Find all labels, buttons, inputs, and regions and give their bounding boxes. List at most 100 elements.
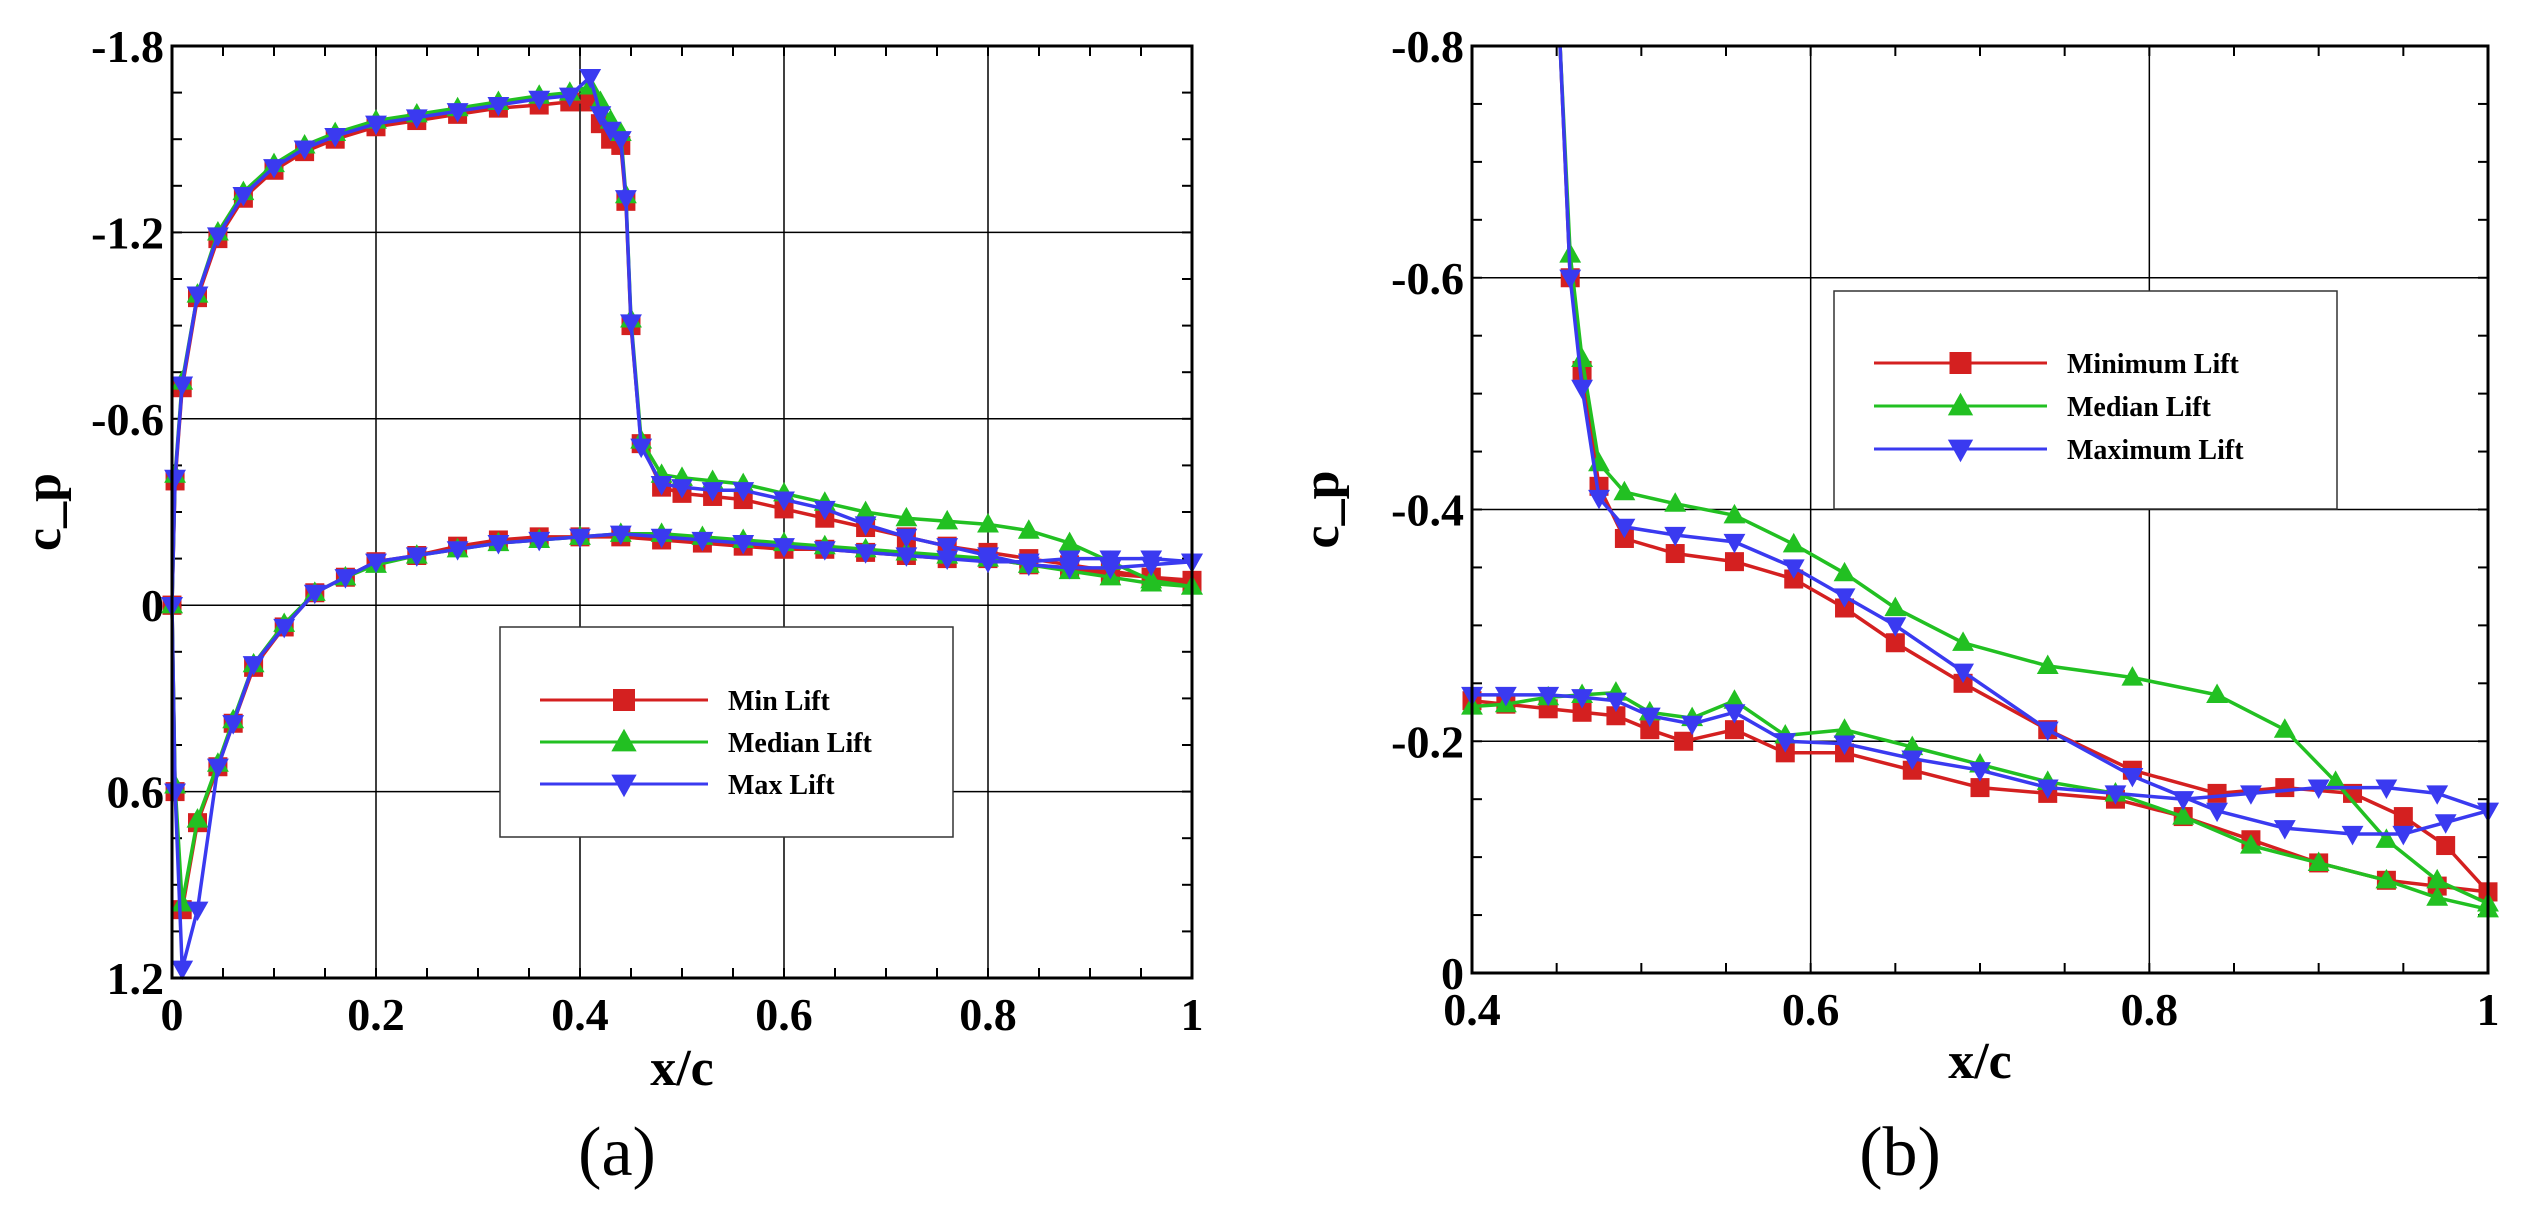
data-point xyxy=(324,128,347,148)
data-point xyxy=(936,538,959,558)
data-point xyxy=(936,509,959,530)
data-point xyxy=(2275,778,2295,798)
y-axis-label: c_p xyxy=(1293,471,1350,549)
x-tick-label: 0 xyxy=(161,989,184,1040)
data-point xyxy=(263,159,285,179)
chart-panel-b: 0.4 0.6 0.8 1 0 -0.2 -0.4 -0.6 -0.8 x/c c_p Minimum… xyxy=(1293,21,2500,1191)
data-point xyxy=(2172,805,2195,825)
data-point xyxy=(487,534,510,555)
data-point xyxy=(614,190,637,210)
series-line-upper xyxy=(170,75,1193,606)
y-tick-label: -1.8 xyxy=(91,21,164,72)
data-point xyxy=(1058,550,1081,570)
data-point xyxy=(936,550,959,570)
data-point xyxy=(2104,785,2127,805)
series-line-upper xyxy=(170,100,1193,606)
data-point xyxy=(1902,760,1922,780)
data-point xyxy=(589,90,612,110)
data-point xyxy=(2206,683,2228,703)
panel-caption: (a) xyxy=(578,1114,656,1191)
data-point xyxy=(1953,673,1973,693)
data-point xyxy=(1884,596,1907,617)
data-point xyxy=(609,525,632,546)
data-point xyxy=(446,103,469,123)
data-point xyxy=(528,90,551,111)
legend-label: Median Lift xyxy=(2067,392,2212,423)
data-point xyxy=(1681,715,1704,736)
data-point xyxy=(1140,550,1163,570)
data-point xyxy=(1723,503,1746,524)
data-point xyxy=(2307,851,2330,871)
data-point xyxy=(732,482,755,502)
legend-marker xyxy=(1947,392,1974,416)
data-point xyxy=(164,469,186,490)
x-axis-label: x/c xyxy=(650,1040,714,1097)
data-point xyxy=(1140,572,1163,592)
data-point xyxy=(1017,519,1040,539)
data-point xyxy=(186,808,209,828)
data-point xyxy=(273,618,296,639)
data-point xyxy=(186,901,209,922)
data-point xyxy=(2121,666,2144,686)
data-point xyxy=(977,513,999,533)
data-point xyxy=(2273,718,2296,738)
y-tick-label: -1.2 xyxy=(91,207,164,258)
legend-label: Maximum Lift xyxy=(2067,435,2244,466)
x-tick-label: 0.4 xyxy=(551,989,609,1040)
data-point xyxy=(579,68,602,89)
legend-marker xyxy=(1949,352,1972,374)
x-tick-label: 1 xyxy=(2477,984,2500,1035)
x-tick-label: 0.6 xyxy=(755,989,813,1040)
data-point xyxy=(1970,778,1990,798)
data-point xyxy=(813,500,836,521)
data-point xyxy=(405,547,428,567)
data-point xyxy=(1614,528,1634,548)
y-tick-label: -0.4 xyxy=(1391,485,1464,536)
panel-caption: (b) xyxy=(1859,1114,1941,1191)
data-point xyxy=(2036,779,2059,799)
legend-marker xyxy=(611,728,637,752)
data-point xyxy=(691,531,714,552)
data-point xyxy=(1559,269,1582,290)
data-point xyxy=(1664,526,1687,547)
legend-marker xyxy=(611,774,637,798)
y-tick-label: -0.2 xyxy=(1391,716,1464,767)
x-tick-label: 0.2 xyxy=(347,989,405,1040)
data-point xyxy=(1494,686,1517,707)
data-point xyxy=(2426,868,2449,889)
data-point xyxy=(1784,569,1804,589)
data-point xyxy=(1572,702,1592,722)
data-point xyxy=(620,314,642,334)
x-tick-label: 0.4 xyxy=(1443,984,1501,1035)
data-point xyxy=(895,528,918,549)
x-tick-label: 1 xyxy=(1181,989,1204,1040)
data-point xyxy=(1833,561,1856,582)
data-point xyxy=(206,227,229,247)
series-line-upper xyxy=(170,84,1193,606)
data-point xyxy=(446,541,469,561)
y-axis-label: c_p xyxy=(15,473,72,551)
x-axis-label: x/c xyxy=(1948,1033,2012,1090)
data-point xyxy=(2436,836,2456,856)
data-point xyxy=(222,715,245,735)
data-point xyxy=(405,109,428,129)
data-point xyxy=(854,544,877,564)
legend-label: Min Lift xyxy=(728,686,831,717)
data-point xyxy=(2036,654,2059,675)
chart-panel-a: 0 0.2 0.4 0.6 0.8 1 1.2 0.6 0 -0.6 -1.2 -1.8 x/c c_p M… xyxy=(15,21,1204,1191)
data-point xyxy=(1969,762,1991,782)
data-point xyxy=(609,131,632,151)
data-point xyxy=(365,115,387,136)
data-point xyxy=(895,547,918,567)
data-point xyxy=(2392,825,2415,846)
data-point xyxy=(1724,552,1744,572)
data-point xyxy=(630,438,653,459)
legend-label: Max Lift xyxy=(728,770,835,801)
data-point xyxy=(671,479,693,499)
y-tick-label: -0.8 xyxy=(1391,21,1464,72)
data-point xyxy=(528,531,551,552)
data-point xyxy=(2307,779,2330,799)
data-point xyxy=(1723,533,1746,554)
data-point xyxy=(1901,735,1924,756)
